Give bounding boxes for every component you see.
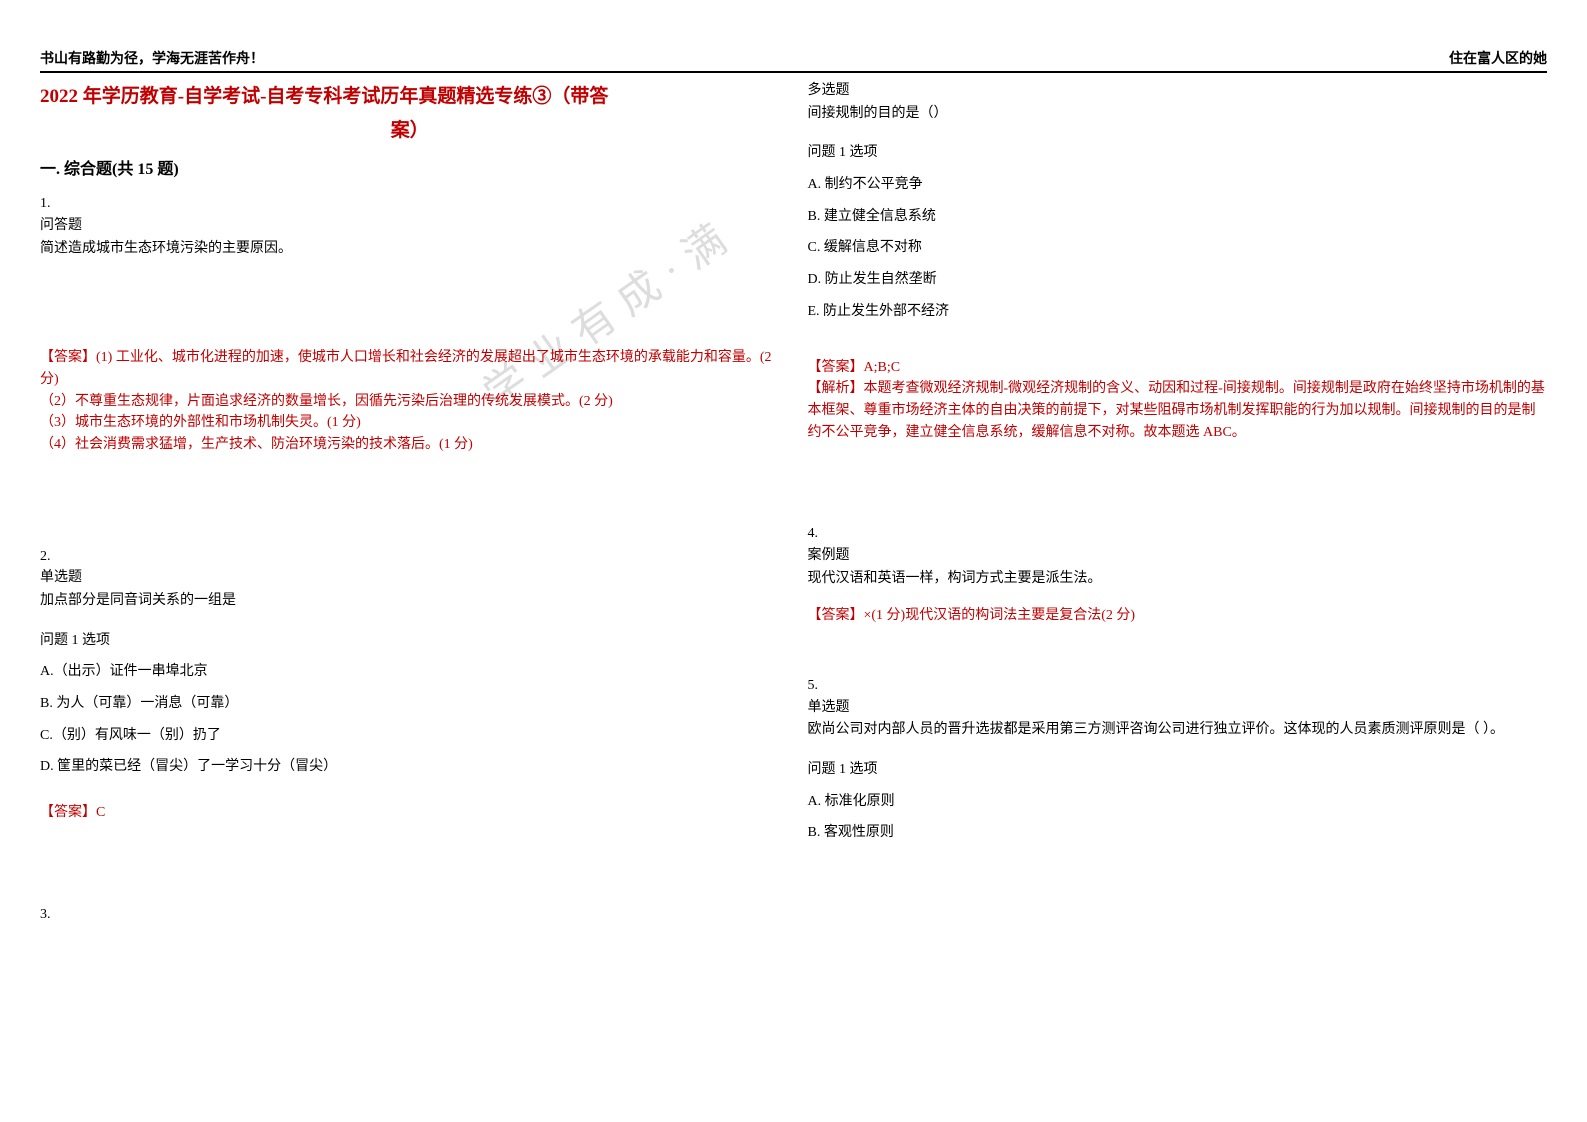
q4-type: 案例题 [808,545,1548,567]
question-2: 2. 单选题 加点部分是同音词关系的一组是 问题 1 选项 A.（出示）证件一串… [40,546,780,779]
q3-option-d: D. 防止发生自然垄断 [808,269,1548,291]
question-1: 1. 问答题 简述造成城市生态环境污染的主要原因。 [40,193,780,259]
q5-option-b: B. 客观性原则 [808,822,1548,844]
right-column: 多选题 间接规制的目的是（） 问题 1 选项 A. 制约不公平竞争 B. 建立健… [808,48,1548,1082]
question-4: 4. 案例题 现代汉语和英语一样，构词方式主要是派生法。 [808,523,1548,589]
q5-type: 单选题 [808,697,1548,719]
title-line2: 案） [40,114,780,148]
q3-option-e: E. 防止发生外部不经济 [808,301,1548,323]
q1-ans-line3: （3）城市生态环境的外部性和市场机制失灵。(1 分) [40,412,780,434]
q3-prompt: 问题 1 选项 [808,142,1548,164]
q2-type: 单选题 [40,567,780,589]
q5-prompt: 问题 1 选项 [808,759,1548,781]
q5-text: 欧尚公司对内部人员的晋升选拔都是采用第三方测评咨询公司进行独立评价。这体现的人员… [808,719,1548,741]
header-right: 住在富人区的她 [1449,48,1547,68]
q5-option-a: A. 标准化原则 [808,791,1548,813]
q2-option-d: D. 筐里的菜已经（冒尖）了一学习十分（冒尖） [40,756,780,778]
q3-analysis: 【解析】本题考查微观经济规制-微观经济规制的含义、动因和过程-间接规制。间接规制… [808,378,1548,443]
q4-text: 现代汉语和英语一样，构词方式主要是派生法。 [808,568,1548,590]
q1-ans-line1: 【答案】(1) 工业化、城市化进程的加速，使城市人口增长和社会经济的发展超出了城… [40,347,780,390]
q1-answer: 【答案】(1) 工业化、城市化进程的加速，使城市人口增长和社会经济的发展超出了城… [40,347,780,455]
q4-answer: 【答案】×(1 分)现代汉语的构词法主要是复合法(2 分) [808,605,1548,627]
q3-number: 3. [40,904,780,926]
page-container: 2022 年学历教育-自学考试-自考专科考试历年真题精选专练③（带答 案） 一.… [0,0,1587,1122]
q1-number: 1. [40,193,780,215]
q3-answer: 【答案】A;B;C [808,357,1548,379]
q3-option-c: C. 缓解信息不对称 [808,237,1548,259]
q1-ans-line2: （2）不尊重生态规律，片面追求经济的数量增长，因循先污染后治理的传统发展模式。(… [40,391,780,413]
title-line1: 2022 年学历教育-自学考试-自考专科考试历年真题精选专练③（带答 [40,86,608,107]
q1-type: 问答题 [40,215,780,237]
q3-text: 间接规制的目的是（） [808,103,1548,125]
q2-option-c: C.（别）有风味一（别）扔了 [40,725,780,747]
q2-answer: 【答案】C [40,802,780,824]
q3-type: 多选题 [808,80,1548,102]
q2-number: 2. [40,546,780,568]
q3-option-a: A. 制约不公平竞争 [808,174,1548,196]
header-band: 书山有路勤为径，学海无涯苦作舟！ 住在富人区的她 [40,48,1547,73]
question-5: 5. 单选题 欧尚公司对内部人员的晋升选拔都是采用第三方测评咨询公司进行独立评价… [808,675,1548,844]
left-column: 2022 年学历教育-自学考试-自考专科考试历年真题精选专练③（带答 案） 一.… [40,48,780,1082]
document-title: 2022 年学历教育-自学考试-自考专科考试历年真题精选专练③（带答 案） [40,80,780,148]
header-left: 书山有路勤为径，学海无涯苦作舟！ [40,48,264,68]
q2-prompt: 问题 1 选项 [40,630,780,652]
section-heading: 一. 综合题(共 15 题) [40,158,780,183]
q1-text: 简述造成城市生态环境污染的主要原因。 [40,238,780,260]
question-3: 多选题 间接规制的目的是（） 问题 1 选项 A. 制约不公平竞争 B. 建立健… [808,80,1548,323]
q2-option-a: A.（出示）证件一串埠北京 [40,661,780,683]
q3-option-b: B. 建立健全信息系统 [808,206,1548,228]
q5-number: 5. [808,675,1548,697]
q1-ans-line4: （4）社会消费需求猛增，生产技术、防治环境污染的技术落后。(1 分) [40,434,780,456]
q4-number: 4. [808,523,1548,545]
q2-text: 加点部分是同音词关系的一组是 [40,590,780,612]
q2-option-b: B. 为人（可靠）一消息（可靠） [40,693,780,715]
